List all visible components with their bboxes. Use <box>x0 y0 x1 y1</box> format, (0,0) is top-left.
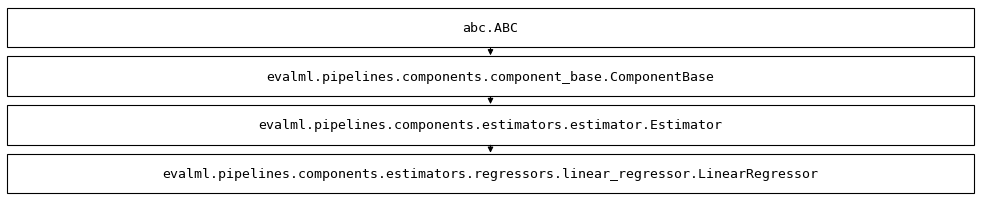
Text: evalml.pipelines.components.estimators.estimator.Estimator: evalml.pipelines.components.estimators.e… <box>259 119 722 132</box>
Bar <box>7 154 974 194</box>
Text: abc.ABC: abc.ABC <box>462 22 519 35</box>
Text: evalml.pipelines.components.component_base.ComponentBase: evalml.pipelines.components.component_ba… <box>267 70 714 83</box>
Bar <box>7 105 974 145</box>
Bar <box>7 8 974 48</box>
Bar <box>7 57 974 97</box>
Text: evalml.pipelines.components.estimators.regressors.linear_regressor.LinearRegress: evalml.pipelines.components.estimators.r… <box>163 167 818 180</box>
